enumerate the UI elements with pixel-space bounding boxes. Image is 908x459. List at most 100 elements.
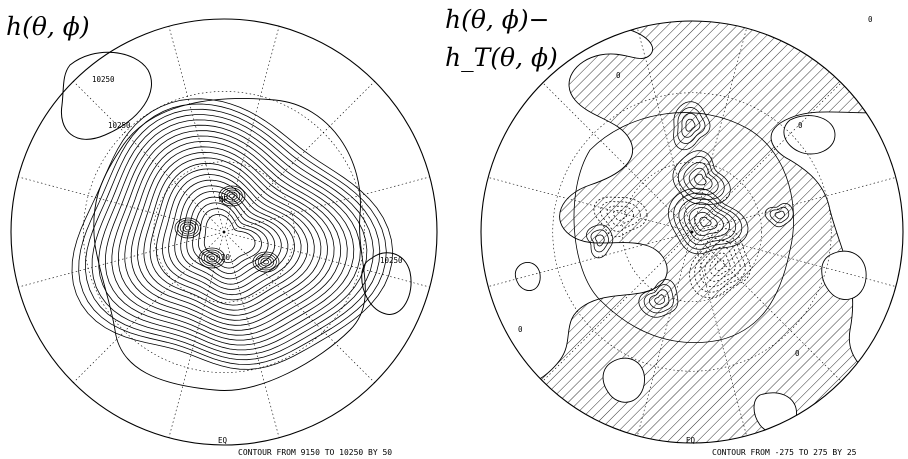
left-vortex-ring bbox=[263, 259, 269, 265]
left-vortex-ring bbox=[209, 255, 215, 261]
left-vortex-ring bbox=[198, 247, 226, 269]
left-contour-line bbox=[98, 119, 368, 351]
left-contour-label-2: 10250 bbox=[108, 121, 131, 130]
left-vortex-ring bbox=[174, 217, 202, 239]
right-contour-line bbox=[595, 234, 605, 247]
right-contour-line bbox=[677, 107, 706, 144]
left-contour-line bbox=[111, 130, 355, 341]
left-contour-line bbox=[143, 157, 322, 316]
left-vortex-ring bbox=[257, 255, 275, 269]
right-contour-line bbox=[689, 228, 751, 298]
right-panel-title-line-1: h(θ, ϕ)− bbox=[445, 5, 550, 34]
left-vortex-ring bbox=[206, 253, 218, 263]
left-contour-line bbox=[155, 168, 309, 306]
left-grid-meridian bbox=[223, 231, 280, 438]
right-contour-line bbox=[600, 201, 641, 232]
left-vortex-ring bbox=[223, 189, 241, 203]
left-contour-line bbox=[84, 108, 381, 361]
left-grid bbox=[18, 26, 430, 438]
right-contour-line bbox=[613, 210, 628, 221]
left-contour-line bbox=[192, 202, 269, 274]
left-contour-line bbox=[168, 179, 295, 296]
left-vortex-ring bbox=[252, 251, 280, 273]
right-contour-line bbox=[586, 224, 614, 259]
left-grid-meridian bbox=[223, 231, 430, 288]
right-grid-parallel bbox=[552, 92, 832, 372]
right-contour-line bbox=[654, 294, 665, 305]
right-grid-meridian bbox=[691, 231, 747, 436]
left-vortex-ring bbox=[182, 223, 194, 233]
left-vortex-ring bbox=[179, 221, 197, 235]
left-contour-line bbox=[130, 146, 335, 326]
right-grid-meridian bbox=[691, 28, 747, 233]
left-contour-line bbox=[105, 124, 361, 346]
right-island-3 bbox=[602, 357, 645, 403]
right-contour-label-3: 0 bbox=[795, 349, 800, 358]
right-disc-outline bbox=[480, 20, 904, 444]
left-contour-line bbox=[162, 174, 302, 301]
left-contour-label-3: 10250 bbox=[380, 256, 403, 265]
right-contour-line bbox=[649, 289, 670, 309]
right-contour-line bbox=[590, 229, 609, 253]
left-vortex-ring bbox=[260, 257, 272, 267]
right-contour-line bbox=[681, 112, 701, 138]
right-grid bbox=[488, 28, 896, 436]
right-grid-meridian bbox=[637, 231, 693, 436]
left-vortex-ring bbox=[203, 251, 221, 265]
left-grid-meridian bbox=[168, 231, 225, 438]
right-contour-line bbox=[638, 279, 679, 318]
right-contour-line bbox=[643, 284, 674, 314]
right-contour-line bbox=[606, 205, 634, 227]
right-contour-label-1: 0 bbox=[616, 71, 621, 80]
right-contour-line bbox=[685, 118, 696, 132]
right-contour-line bbox=[668, 187, 749, 255]
left-contour-line bbox=[71, 98, 394, 370]
left-grid-meridian bbox=[223, 176, 430, 233]
left-vortex-ring bbox=[226, 191, 238, 201]
right-contour-line bbox=[764, 203, 794, 228]
right-contour-line bbox=[672, 150, 731, 205]
right-grid-meridian bbox=[637, 28, 693, 233]
right-contour-line bbox=[678, 197, 737, 246]
right-contour-label-5: 0 bbox=[798, 121, 803, 130]
right-contour-line bbox=[694, 173, 707, 186]
right-grid-meridian bbox=[691, 82, 842, 233]
left-grid-meridian bbox=[73, 231, 225, 383]
right-contours bbox=[573, 101, 795, 343]
left-contour-loop-right bbox=[361, 252, 412, 315]
right-contour-line bbox=[694, 211, 718, 232]
left-panel-title: h(θ, ϕ) bbox=[6, 12, 90, 41]
left-contour-line bbox=[137, 151, 328, 321]
left-caption: CONTOUR FROM 9150 TO 10250 BY 50 bbox=[238, 448, 392, 457]
left-contour-line bbox=[118, 135, 348, 336]
right-contour-line bbox=[699, 216, 712, 227]
right-contour-line bbox=[688, 207, 724, 236]
right-contour-line bbox=[677, 156, 725, 200]
left-grid-meridian bbox=[18, 231, 225, 288]
left-grid-meridian bbox=[223, 26, 280, 233]
left-vortex-ring bbox=[185, 225, 191, 231]
right-grid-meridian bbox=[691, 231, 842, 382]
right-caption: CONTOUR FROM -275 TO 275 BY 25 bbox=[712, 448, 857, 457]
left-equator-label: EQ bbox=[218, 436, 228, 445]
left-contour-line bbox=[91, 114, 374, 356]
left-vortex-ring bbox=[255, 253, 277, 271]
right-contour-label-4: 0 bbox=[868, 15, 873, 24]
right-island-2 bbox=[821, 250, 867, 300]
left-contours bbox=[71, 98, 394, 391]
left-disc-outline bbox=[10, 18, 438, 446]
left-panel: h(θ, ϕ) 10250 10250 10250 NP 10 EQ CONTO… bbox=[6, 12, 438, 457]
right-grid-meridian bbox=[542, 231, 693, 382]
left-grid-meridian bbox=[223, 231, 375, 383]
right-grid-meridian bbox=[542, 82, 693, 233]
right-contour-line bbox=[673, 192, 743, 250]
right-contour-line bbox=[699, 240, 741, 288]
left-contour-line bbox=[124, 140, 342, 331]
right-contour-line bbox=[714, 258, 726, 271]
right-panel: h(θ, ϕ)− h_T(θ, ϕ) 0 0 0 0 0 EQ CONTOUR … bbox=[445, 5, 904, 457]
right-panel-title-line-2: h_T(θ, ϕ) bbox=[445, 43, 558, 72]
left-low-marker: 10 bbox=[221, 253, 231, 262]
right-contour-line bbox=[593, 196, 648, 238]
right-contour-line bbox=[709, 252, 731, 277]
